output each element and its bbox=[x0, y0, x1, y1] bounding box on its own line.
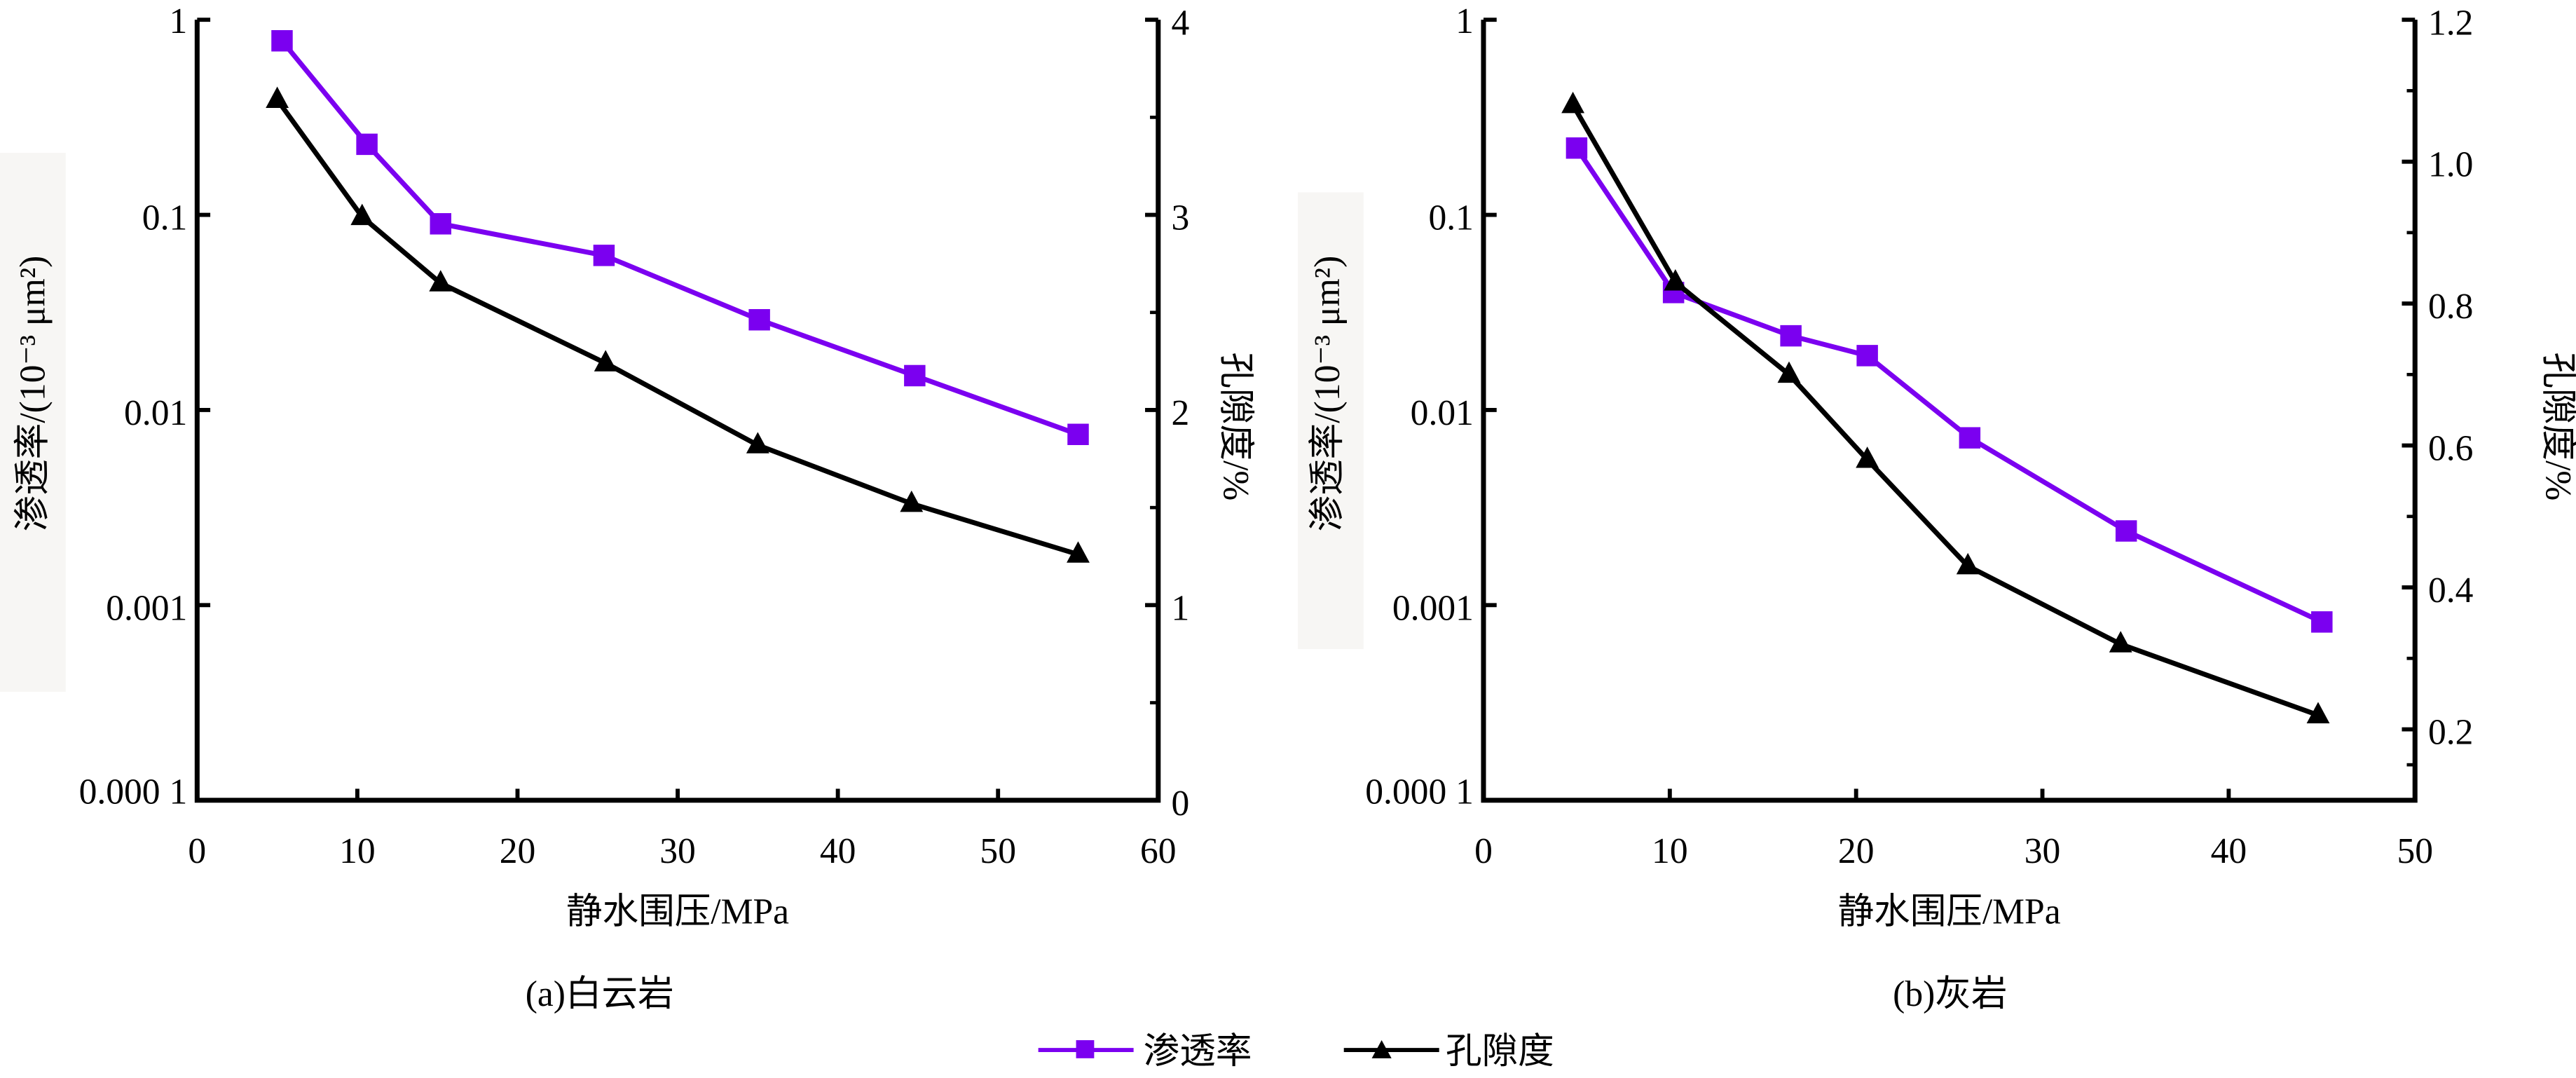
y2-tick-label: 0.4 bbox=[2428, 571, 2473, 610]
x-tick-label: 30 bbox=[2025, 831, 2061, 871]
data-point-triangle bbox=[350, 203, 374, 226]
data-point-triangle bbox=[2306, 702, 2330, 723]
data-point-triangle bbox=[594, 350, 617, 371]
data-point-square bbox=[430, 213, 452, 235]
legend: 渗透率 孔隙度 bbox=[1038, 1032, 1554, 1072]
y-axis-label-background bbox=[0, 153, 66, 692]
x-tick-label: 50 bbox=[980, 831, 1016, 871]
y2-tick-label: 1.2 bbox=[2428, 3, 2473, 43]
data-point-triangle bbox=[1067, 541, 1090, 563]
y-tick-label: 0.01 bbox=[124, 393, 187, 433]
legend-marker-triangle bbox=[1371, 1040, 1392, 1058]
x-axis-label: 静水围压/MPa bbox=[1838, 892, 2061, 932]
y2-tick-label: 2 bbox=[1172, 393, 1190, 433]
data-point-triangle bbox=[746, 432, 769, 453]
legend-label-porosity: 孔隙度 bbox=[1446, 1032, 1554, 1072]
data-point-triangle bbox=[1777, 361, 1801, 383]
y2-axis-label: 孔隙度/% bbox=[2538, 352, 2576, 500]
y-tick-label: 0.01 bbox=[1411, 393, 1474, 433]
data-point-square bbox=[1780, 325, 1802, 347]
data-point-triangle bbox=[1856, 446, 1879, 468]
y-tick-label: 0.001 bbox=[1392, 588, 1474, 628]
data-point-square bbox=[1959, 427, 1981, 449]
x-tick-label: 10 bbox=[339, 831, 376, 871]
y-tick-label: 1 bbox=[169, 1, 187, 41]
x-tick-label: 0 bbox=[188, 831, 206, 871]
data-point-triangle bbox=[266, 86, 289, 109]
y-tick-label: 0.1 bbox=[1428, 198, 1473, 238]
series-line-permeability bbox=[280, 39, 1079, 437]
data-point-square bbox=[904, 364, 926, 387]
axes-frame bbox=[1481, 20, 2418, 803]
y2-tick-label: 0.6 bbox=[2428, 429, 2473, 469]
y-tick-label: 0.001 bbox=[106, 588, 187, 628]
chart-caption: (a)白云岩 bbox=[526, 974, 674, 1014]
chart-b: 0 10 20 30 40 50 1 0.1 0.01 0.001 0.000 1 0.2 0.4 0.6… bbox=[1298, 1, 2576, 1014]
data-point-square bbox=[1856, 345, 1878, 367]
y2-tick-label: 4 bbox=[1172, 3, 1190, 43]
y-tick-label: 0.1 bbox=[142, 198, 187, 238]
y-axis-label: 渗透率/(10⁻³ μm²) bbox=[13, 256, 53, 532]
y2-tick-label: 1.0 bbox=[2428, 145, 2473, 185]
data-point-square bbox=[271, 29, 293, 52]
y-tick-label: 1 bbox=[1455, 1, 1474, 41]
x-tick-label: 20 bbox=[500, 831, 536, 871]
data-point-triangle bbox=[1561, 91, 1585, 114]
y-tick-label: 0.000 1 bbox=[79, 772, 188, 812]
data-point-triangle bbox=[2109, 631, 2132, 653]
data-point-square bbox=[593, 245, 615, 266]
x-tick-label: 40 bbox=[2211, 831, 2247, 871]
x-tick-label: 10 bbox=[1652, 831, 1688, 871]
chart-caption: (b)灰岩 bbox=[1893, 974, 2007, 1014]
data-point-square bbox=[2311, 611, 2333, 633]
y-axis-label-background bbox=[1298, 192, 1364, 650]
data-point-triangle bbox=[429, 270, 453, 292]
y2-axis-label: 孔隙度/% bbox=[1215, 352, 1255, 500]
x-axis-label: 静水围压/MPa bbox=[566, 892, 789, 932]
x-tick-label: 20 bbox=[1838, 831, 1875, 871]
y2-tick-label: 0.2 bbox=[2428, 713, 2473, 753]
x-tick-label: 60 bbox=[1140, 831, 1177, 871]
legend-marker-square bbox=[1076, 1040, 1095, 1058]
data-point-triangle bbox=[1956, 552, 1980, 575]
y2-tick-label: 0.8 bbox=[2428, 287, 2473, 327]
x-tick-label: 50 bbox=[2397, 831, 2433, 871]
x-tick-label: 30 bbox=[659, 831, 696, 871]
data-point-triangle bbox=[1664, 268, 1687, 291]
x-tick-label: 40 bbox=[820, 831, 856, 871]
y2-tick-label: 3 bbox=[1172, 198, 1190, 238]
series-line-porosity bbox=[1570, 103, 2320, 718]
data-point-square bbox=[356, 133, 378, 156]
data-point-square bbox=[1566, 137, 1588, 159]
series-line-permeability bbox=[1574, 146, 2323, 625]
x-tick-label: 0 bbox=[1474, 831, 1493, 871]
y2-tick-label: 1 bbox=[1172, 588, 1190, 628]
y-axis-label: 渗透率/(10⁻³ μm²) bbox=[1308, 256, 1348, 532]
data-point-square bbox=[2115, 520, 2137, 542]
data-point-triangle bbox=[900, 490, 924, 512]
data-point-square bbox=[1067, 423, 1089, 445]
y-tick-label: 0.000 1 bbox=[1365, 772, 1474, 812]
series-line-porosity bbox=[275, 98, 1079, 557]
y2-tick-label: 0 bbox=[1172, 784, 1190, 824]
legend-label-permeability: 渗透率 bbox=[1144, 1032, 1252, 1072]
data-point-square bbox=[748, 308, 770, 331]
